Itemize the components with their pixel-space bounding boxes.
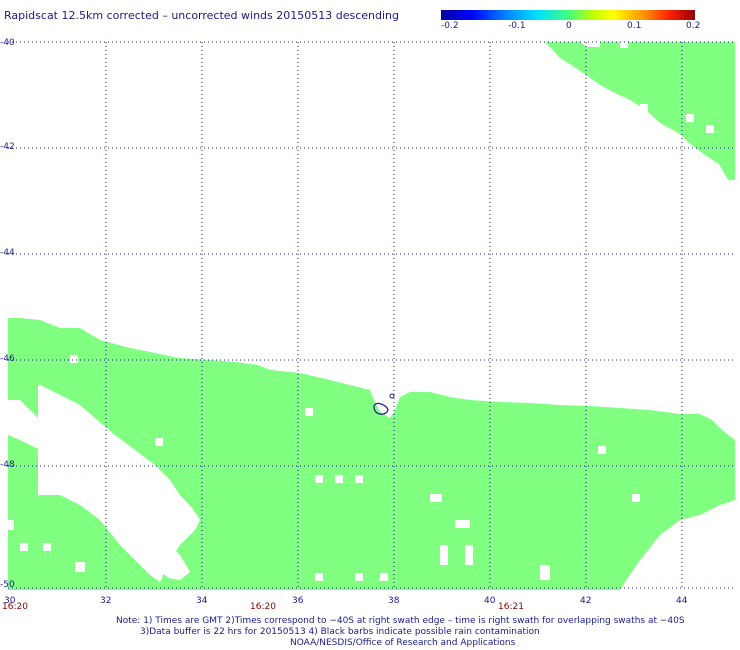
colorbar-label-1: -0.2 bbox=[441, 21, 459, 31]
lon-label-34: 34 bbox=[196, 596, 208, 606]
gap-cell-9 bbox=[598, 446, 606, 454]
lat-label-50: -50 bbox=[0, 580, 15, 590]
lon-label-38: 38 bbox=[388, 596, 400, 606]
note-line-3: NOAA/NESDIS/Office of Research and Appli… bbox=[290, 638, 516, 648]
lon-label-32: 32 bbox=[100, 596, 112, 606]
swath-gaps bbox=[8, 40, 714, 581]
lat-label-42: -42 bbox=[0, 142, 15, 152]
lon-label-40: 40 bbox=[484, 596, 496, 606]
time-label-1: 16:20 bbox=[2, 602, 28, 612]
colorbar-label-5: 0.2 bbox=[686, 21, 701, 31]
swath-main bbox=[8, 318, 735, 590]
gap-cell-18 bbox=[75, 562, 85, 572]
lon-label-36: 36 bbox=[292, 596, 304, 606]
gap-cell-13 bbox=[355, 573, 363, 581]
note-line-2: 3)Data buffer is 22 hrs for 20150513 4) … bbox=[140, 627, 540, 637]
lon-label-42: 42 bbox=[580, 596, 592, 606]
colorbar-label-3: 0 bbox=[566, 21, 572, 31]
gap-cell-20 bbox=[8, 520, 14, 530]
colorbar bbox=[441, 10, 695, 20]
note-line-1: Note: 1) Times are GMT 2)Times correspon… bbox=[116, 616, 685, 626]
gap-cell-8 bbox=[455, 520, 470, 528]
gap-cell-19 bbox=[20, 543, 28, 551]
gap-cell-16 bbox=[465, 545, 473, 565]
gap-cell-11 bbox=[540, 565, 550, 580]
colorbar-label-4: 0.1 bbox=[627, 21, 642, 31]
island-outline bbox=[373, 402, 389, 415]
gap-cell-22 bbox=[640, 104, 648, 112]
time-label-3: 16:21 bbox=[498, 602, 524, 612]
colorbar-label-2: -0.1 bbox=[508, 21, 526, 31]
grid-lines bbox=[8, 41, 735, 590]
lon-label-30: 30 bbox=[4, 596, 16, 606]
time-label-2: 16:20 bbox=[250, 602, 276, 612]
gap-left bbox=[8, 400, 190, 580]
lat-label-44: -44 bbox=[0, 248, 15, 258]
gap-cell-17 bbox=[43, 543, 51, 551]
gap-cell-2 bbox=[155, 438, 163, 446]
swath-northeast bbox=[545, 42, 735, 180]
lat-label-48: -48 bbox=[0, 460, 15, 470]
lat-label-40: -40 bbox=[0, 38, 15, 48]
gap-cell-3 bbox=[305, 408, 313, 416]
gap-cell-21 bbox=[620, 40, 628, 48]
gap-cell-7 bbox=[430, 494, 442, 502]
gap-cell-12 bbox=[315, 573, 323, 581]
gap-cell-6 bbox=[355, 475, 363, 483]
gap-cell-14 bbox=[380, 573, 388, 581]
gap-cell-5 bbox=[335, 475, 343, 483]
lat-label-46: -46 bbox=[0, 354, 15, 364]
gap-cell-10 bbox=[632, 494, 640, 502]
lon-label-44: 44 bbox=[676, 596, 688, 606]
gap-cell-4 bbox=[315, 475, 323, 483]
map-title: Rapidscat 12.5km corrected – uncorrected… bbox=[4, 9, 400, 22]
gap-cell-23 bbox=[686, 114, 694, 122]
gap-cell-15 bbox=[440, 545, 448, 565]
gap-cell-24 bbox=[706, 125, 714, 133]
gap-cell-1 bbox=[70, 355, 78, 363]
islet bbox=[389, 393, 395, 399]
